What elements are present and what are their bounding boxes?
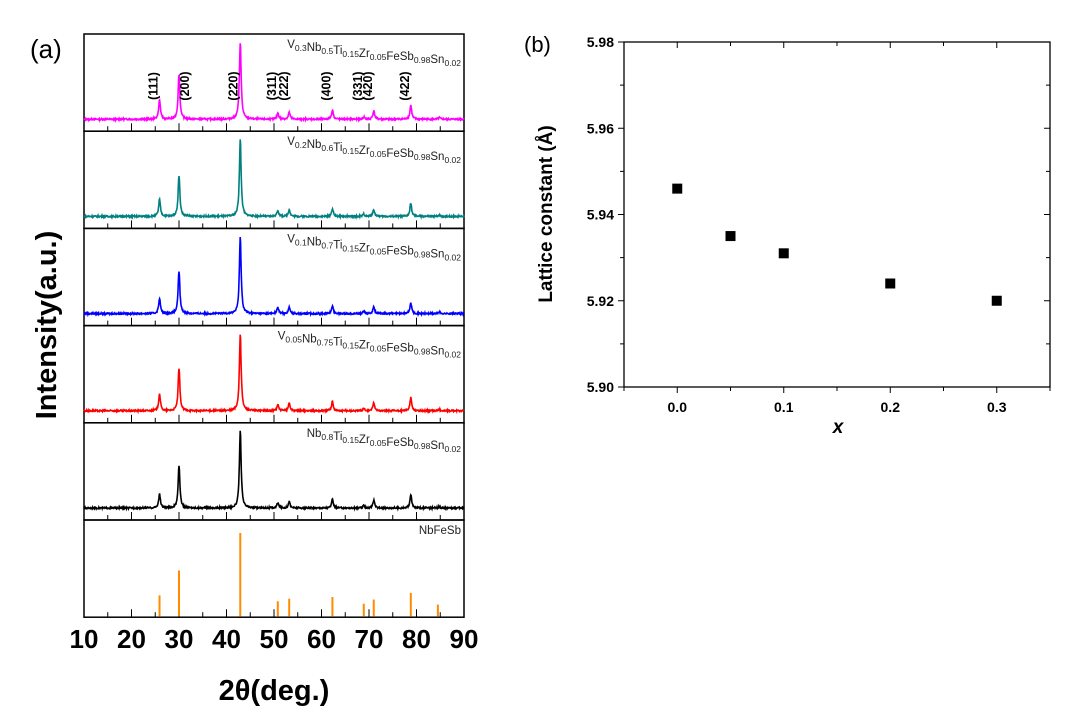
data-point	[885, 278, 896, 289]
xrd-series-panel: V0.1Nb0.7Ti0.15Zr0.05FeSb0.98Sn0.02	[83, 227, 465, 327]
miller-index-label: (200)	[178, 71, 192, 100]
y-tick-label: 5.98	[587, 34, 614, 50]
series-label: Nb0.8Ti0.15Zr0.05FeSb0.98Sn0.02	[307, 428, 462, 454]
panel-frame	[83, 130, 465, 230]
x-tick-label: 0.2	[881, 399, 901, 415]
panel-a-label: (a)	[30, 34, 62, 64]
miller-index-label: (331)	[351, 71, 365, 100]
panel-frame	[83, 519, 465, 618]
miller-index-label: (111)	[147, 72, 161, 100]
series-label: NbFeSb	[419, 525, 461, 537]
xrd-series-panel: NbFeSb	[83, 519, 465, 618]
y-tick-label: 5.90	[587, 379, 614, 395]
xrd-pattern-line	[83, 334, 465, 415]
x-tick-label: 0.0	[668, 399, 688, 415]
panel-frame	[83, 324, 465, 424]
x-tick-label: 10	[70, 624, 99, 654]
data-point	[725, 231, 736, 242]
panel-b-label: (b)	[524, 32, 551, 57]
x-tick-label: 70	[355, 624, 384, 654]
xrd-pattern-line	[83, 139, 465, 221]
xrd-series-panel: V0.05Nb0.75Ti0.15Zr0.05FeSb0.98Sn0.02	[83, 324, 465, 424]
xrd-pattern-line	[83, 236, 465, 318]
xrd-x-axis-label: 2θ(deg.)	[219, 675, 330, 707]
xrd-pattern-line	[83, 43, 465, 124]
lattice-y-axis-label: Lattice constant (Å)	[536, 125, 557, 302]
xrd-y-axis-label: Intensity(a.u.)	[31, 231, 63, 420]
lattice-panel: (b) Lattice constant (Å) x 5.90 5.92 5.94 5…	[524, 32, 1051, 438]
series-label: V0.3Nb0.5Ti0.15Zr0.05FeSb0.98Sn0.02	[287, 39, 461, 68]
plot-frame	[623, 41, 1051, 388]
y-tick-label: 5.94	[587, 207, 614, 223]
lattice-x-axis-label: x	[832, 417, 845, 438]
xrd-panel: (a) Intensity(a.u.) 2θ(deg.) V0.3Nb0.5Ti…	[30, 33, 479, 707]
miller-index-label: (311)	[265, 72, 279, 101]
x-tick-label: 60	[307, 624, 336, 654]
panel-frame	[83, 227, 465, 327]
x-tick-label: 40	[212, 624, 241, 654]
data-point	[778, 248, 789, 259]
miller-index-label: (420)	[361, 71, 375, 100]
series-label: V0.05Nb0.75Ti0.15Zr0.05FeSb0.98Sn0.02	[278, 331, 462, 360]
x-tick-label: 0.3	[987, 399, 1007, 415]
x-tick-label: 20	[117, 624, 146, 654]
y-tick-label: 5.92	[587, 293, 614, 309]
miller-index-label: (220)	[226, 71, 240, 100]
series-label: V0.2Nb0.6Ti0.15Zr0.05FeSb0.98Sn0.02	[287, 136, 461, 165]
series-label: V0.1Nb0.7Ti0.15Zr0.05FeSb0.98Sn0.02	[287, 233, 461, 262]
x-tick-label: 80	[402, 624, 431, 654]
data-point	[672, 183, 683, 194]
xrd-series-panel: V0.2Nb0.6Ti0.15Zr0.05FeSb0.98Sn0.02	[83, 130, 465, 230]
x-tick-label: 30	[165, 624, 194, 654]
xrd-pattern-line	[83, 430, 465, 512]
miller-index-label: (400)	[319, 71, 333, 100]
x-tick-label: 50	[260, 624, 289, 654]
y-tick-label: 5.96	[587, 120, 614, 136]
xrd-series-panel: Nb0.8Ti0.15Zr0.05FeSb0.98Sn0.02	[83, 422, 465, 521]
miller-index-label: (422)	[398, 71, 412, 100]
data-point	[991, 295, 1002, 306]
miller-index-label: (222)	[277, 71, 291, 100]
x-tick-label: 0.1	[774, 399, 794, 415]
x-tick-label: 90	[450, 624, 479, 654]
